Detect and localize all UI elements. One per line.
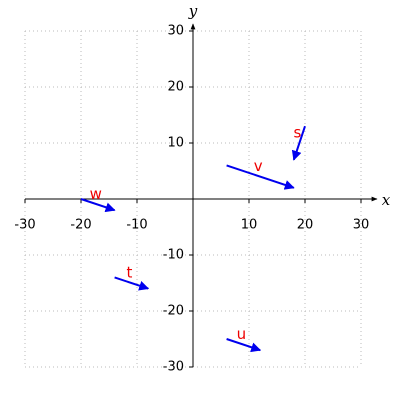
vector <box>226 338 262 353</box>
x-tick-label: -10 <box>126 218 147 233</box>
vector <box>226 164 295 190</box>
y-tick-label: 10 <box>167 136 184 151</box>
x-tick-label: -30 <box>14 218 35 233</box>
x-tick-label: 30 <box>353 218 370 233</box>
y-tick-label: -10 <box>163 248 184 263</box>
y-tick-label: -30 <box>163 360 184 375</box>
x-tick-label: -20 <box>70 218 91 233</box>
vector-label: s <box>293 124 301 142</box>
y-axis-label: y <box>188 2 198 20</box>
vector-label: w <box>90 185 102 203</box>
vector-label: v <box>254 157 263 175</box>
y-tick-label: -20 <box>163 304 184 319</box>
y-tick-label: 30 <box>167 24 184 39</box>
vector <box>114 276 150 291</box>
vector-label: t <box>126 264 132 282</box>
vector <box>80 198 116 213</box>
vector-label: u <box>237 325 247 343</box>
x-axis-label: x <box>382 191 391 209</box>
x-tick-label: 10 <box>241 218 258 233</box>
y-tick-label: 20 <box>167 80 184 95</box>
x-tick-label: 20 <box>297 218 314 233</box>
vector <box>291 125 306 161</box>
